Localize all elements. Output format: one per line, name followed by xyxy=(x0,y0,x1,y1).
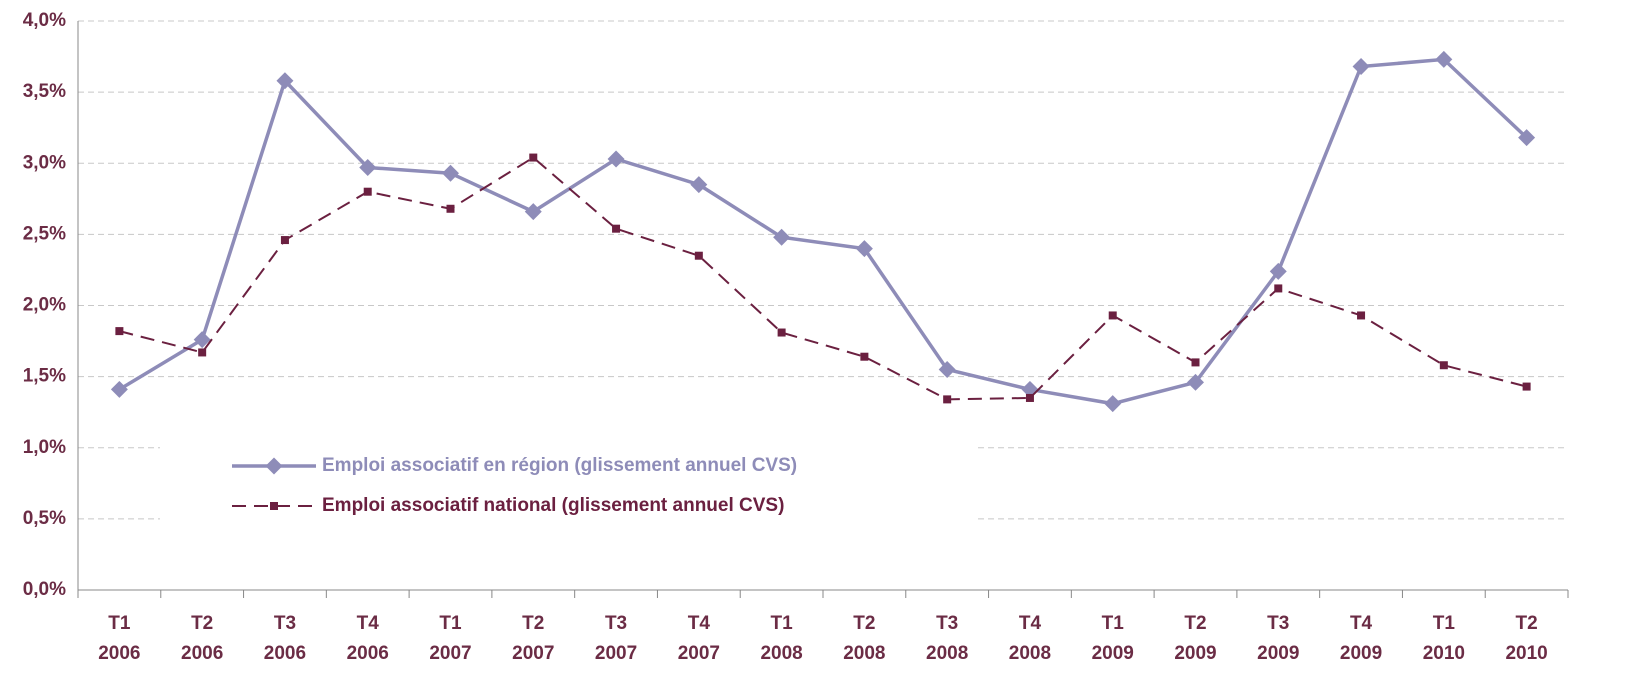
point xyxy=(193,331,211,349)
point xyxy=(777,328,786,337)
series-line xyxy=(118,57,1528,406)
legend-label: Emploi associatif national (glissement a… xyxy=(322,495,784,516)
point xyxy=(773,228,791,246)
x-tick-label: T2 2007 xyxy=(512,613,554,664)
x-tick-label: T2 2006 xyxy=(181,613,223,664)
x-tick-label: T3 2009 xyxy=(1257,613,1299,664)
x-tick-label: T4 2006 xyxy=(347,613,389,664)
point xyxy=(1352,58,1370,76)
y-tick-label: 3,5% xyxy=(23,81,66,102)
x-tick-label: T3 2006 xyxy=(264,613,306,664)
y-tick-label: 1,0% xyxy=(23,437,66,458)
x-tick-label: T2 2008 xyxy=(843,613,885,664)
point xyxy=(1522,382,1531,391)
point xyxy=(860,352,869,361)
x-tick-label: T2 2009 xyxy=(1174,613,1216,664)
point xyxy=(1108,311,1117,320)
point xyxy=(694,251,703,260)
point xyxy=(1357,311,1366,320)
point xyxy=(938,361,956,378)
point xyxy=(446,204,455,213)
y-tick-label: 4,0% xyxy=(23,10,66,31)
point xyxy=(280,236,289,245)
point xyxy=(1104,395,1122,413)
x-tick-label: T3 2008 xyxy=(926,613,968,664)
point xyxy=(1439,361,1448,370)
legend-label: Emploi associatif en région (glissement … xyxy=(322,455,797,476)
point xyxy=(524,203,542,221)
point xyxy=(690,176,708,194)
x-tick-label: T1 2009 xyxy=(1092,613,1134,664)
legend-marker xyxy=(265,457,283,475)
legend-marker xyxy=(270,502,278,510)
x-tick-label: T1 2008 xyxy=(760,613,802,664)
point xyxy=(1191,358,1200,367)
y-tick-label: 0,0% xyxy=(23,579,66,600)
legend-background xyxy=(160,440,975,530)
point xyxy=(612,224,621,233)
x-tick-label: T1 2006 xyxy=(98,613,140,664)
point xyxy=(363,187,372,196)
point xyxy=(529,153,538,162)
point xyxy=(607,150,625,168)
y-tick-label: 2,0% xyxy=(23,295,66,316)
x-tick-label: T4 2007 xyxy=(678,613,720,664)
x-tick-label: T1 2007 xyxy=(429,613,471,664)
x-tick-label: T4 2009 xyxy=(1340,613,1382,664)
series-line xyxy=(119,156,1527,401)
x-tick-label: T2 2010 xyxy=(1505,613,1547,664)
point xyxy=(442,164,459,182)
point xyxy=(276,72,294,90)
point xyxy=(115,327,124,336)
point xyxy=(359,159,377,177)
point xyxy=(1274,284,1283,293)
point xyxy=(110,380,128,398)
y-tick-label: 0,5% xyxy=(23,508,66,529)
point xyxy=(198,348,207,357)
x-tick-label: T1 2010 xyxy=(1423,613,1465,664)
x-tick-label: T3 2007 xyxy=(595,613,637,664)
y-tick-label: 1,5% xyxy=(23,366,66,387)
x-tick-label: T4 2008 xyxy=(1009,613,1051,664)
point xyxy=(855,240,873,258)
y-tick-label: 3,0% xyxy=(23,152,66,173)
point xyxy=(943,395,952,404)
point xyxy=(1025,393,1034,402)
y-tick-label: 2,5% xyxy=(23,223,66,244)
